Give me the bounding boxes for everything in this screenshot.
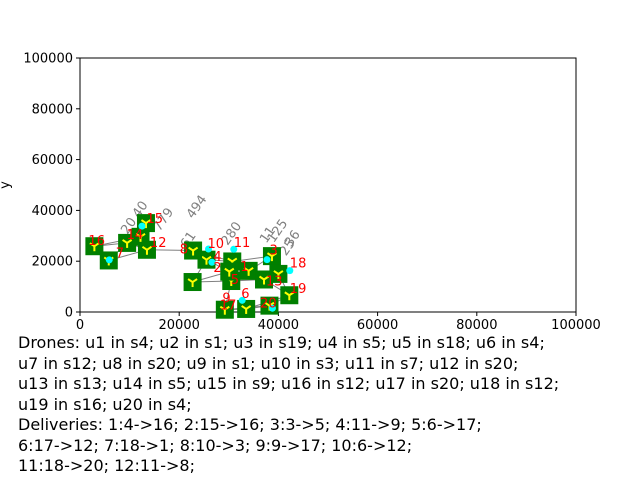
chart-axes: 0 20000 40000 60000 80000 100000 0 20000 40000 60… <box>23 52 600 331</box>
x-tick-label: 0 <box>76 318 84 330</box>
y-tick-label: 80000 <box>32 102 73 117</box>
drone-icon <box>187 278 198 288</box>
drone-icon <box>258 275 270 285</box>
y-tick-label: 40000 <box>32 204 73 219</box>
station-marker <box>280 286 299 305</box>
station-label: 4 <box>213 250 221 265</box>
customer-point <box>268 304 276 312</box>
customers <box>105 222 294 312</box>
caption-line: 6:17->12; 7:18->1; 8:10->3; 9:9->17; 10:… <box>18 435 413 455</box>
plot-frame <box>79 57 577 313</box>
station-marker <box>183 273 202 292</box>
drone-icon <box>284 291 295 301</box>
station-label: 1 <box>240 260 248 275</box>
caption-line: 11:18->20; 12:11->8; <box>18 456 195 475</box>
station-marker <box>255 270 274 289</box>
customer-point <box>263 256 271 264</box>
station-label: 13 <box>266 275 283 290</box>
station-label: 12 <box>150 236 167 251</box>
station-label: 18 <box>290 256 307 271</box>
station-marker <box>220 262 239 281</box>
station-label: 16 <box>88 234 105 249</box>
customer-point <box>230 245 238 253</box>
station-label: 9 <box>222 292 230 307</box>
station-marker <box>184 241 203 260</box>
y-tick-label: 20000 <box>32 255 73 270</box>
customer-point <box>286 267 294 275</box>
station-label: 2 <box>213 261 221 276</box>
drone-icon <box>140 219 152 229</box>
edge-label: 494 <box>184 193 211 222</box>
station-label: 8 <box>180 242 188 257</box>
station-marker <box>237 299 256 318</box>
drone-icon <box>188 246 199 256</box>
customer-point <box>238 296 246 304</box>
drone-icon <box>122 239 133 248</box>
drone-icon <box>224 267 235 277</box>
station-label: 14 <box>127 228 144 243</box>
y-tick-label: 60000 <box>32 153 73 168</box>
station-label: 19 <box>290 282 307 297</box>
caption-line: Drones: u1 in s4; u2 in s1; u3 in s19; u… <box>18 333 545 352</box>
station-marker <box>269 264 288 283</box>
caption-line: u13 in s13; u14 in s5; u15 in s9; u16 in… <box>18 374 560 393</box>
station-marker <box>118 233 137 252</box>
caption-line: Deliveries: 1:4->16; 2:15->16; 3:3->5; 4… <box>18 415 482 434</box>
station-label: 10 <box>207 237 224 252</box>
x-tick-label: 80000 <box>456 318 497 330</box>
station-label: 20 <box>260 297 277 312</box>
caption-line: u7 in s12; u8 in s20; u9 in s1; u10 in s… <box>18 353 519 373</box>
station-label: 6 <box>241 287 249 302</box>
y-axis-label: y <box>0 181 13 189</box>
station-marker <box>239 261 258 280</box>
stations <box>85 214 299 319</box>
station-label: 3 <box>269 244 277 259</box>
station-marker <box>215 300 234 319</box>
x-tick-label: 100000 <box>551 318 601 330</box>
chart-caption: Drones: u1 in s4; u2 in s1; u3 in s19; u… <box>18 333 628 477</box>
drone-icon <box>141 245 153 255</box>
chart-figure: 0 20000 40000 60000 80000 100000 0 20000 40000 60… <box>0 52 601 331</box>
drone-icon <box>135 232 146 242</box>
drone-icon <box>89 242 100 252</box>
y-tick-label: 100000 <box>23 52 73 67</box>
drone-icon <box>201 255 212 265</box>
drone-icon <box>273 270 284 279</box>
x-tick-label: 20000 <box>159 318 200 330</box>
customer-point <box>138 222 146 230</box>
station-label: 15 <box>146 212 163 227</box>
drone-icon <box>241 305 252 314</box>
caption-line: u19 in s16; u20 in s4; <box>18 394 192 414</box>
station-label: 5 <box>231 273 239 288</box>
station-label: 17 <box>220 298 237 313</box>
customer-point <box>204 245 212 253</box>
drone-icon <box>266 252 278 262</box>
drone-icon <box>219 305 230 315</box>
y-tick-label: 0 <box>65 306 73 321</box>
x-tick-label: 60000 <box>357 318 398 330</box>
customer-point <box>208 258 216 266</box>
customer-point <box>105 256 113 264</box>
station-label: 7 <box>116 247 124 262</box>
station-label: 11 <box>234 236 251 251</box>
station-marker <box>85 237 104 256</box>
drone-icon <box>243 267 254 276</box>
x-tick-label: 40000 <box>258 318 299 330</box>
